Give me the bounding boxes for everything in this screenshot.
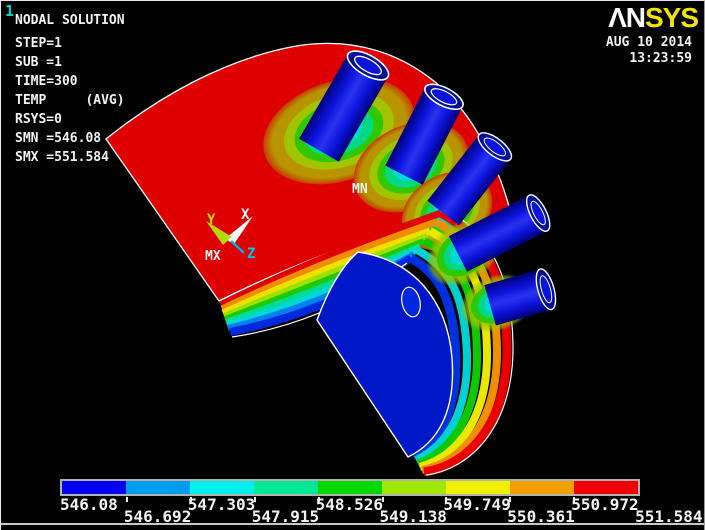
max-temp-marker: MX <box>205 249 221 264</box>
legend-value-6: 549.749 <box>443 495 511 514</box>
info-line-0: NODAL SOLUTION <box>15 13 125 28</box>
legend-segment-3 <box>254 481 318 494</box>
legend-segment-8 <box>574 481 638 494</box>
info-line-6: SMN =546.08 <box>15 131 102 146</box>
min-temp-marker: MN <box>352 182 368 197</box>
contour-plot-viewport[interactable]: X Y Z MX MN <box>1 1 705 476</box>
ansys-logo: ΛNSYS <box>608 2 699 33</box>
legend-segment-5 <box>382 481 446 494</box>
info-line-5: RSYS=0 <box>15 112 62 127</box>
endplate-hole <box>401 286 421 318</box>
legend-tick-7 <box>509 497 512 502</box>
info-line-3: TIME=300 <box>15 74 78 89</box>
legend-value-4: 548.526 <box>315 495 384 514</box>
tube-1 <box>299 50 390 162</box>
triad-origin <box>228 238 232 242</box>
triad-y-arrow <box>206 221 232 245</box>
legend-value-7: 550.361 <box>507 507 575 526</box>
legend-tick-3 <box>253 497 256 502</box>
window-bottom-border <box>1 523 704 525</box>
datetime-stamp: AUG 10 2014 13:23:59 <box>606 35 692 67</box>
triad-x-arrow <box>226 216 253 244</box>
legend-value-0: 546.08 <box>60 495 118 514</box>
legend-tick-2 <box>189 497 192 502</box>
legend-value-5: 549.138 <box>379 507 447 526</box>
legend-tick-6 <box>445 497 448 502</box>
tube-3 <box>427 132 513 226</box>
legend-segment-1 <box>126 481 190 494</box>
legend-tick-8 <box>573 497 576 502</box>
legend-tick-1 <box>125 497 128 502</box>
legend-value-8: 550.972 <box>571 495 639 514</box>
ansys-logo-sys: SYS <box>644 2 699 33</box>
background-gap <box>234 323 410 475</box>
legend-value-2: 547.303 <box>187 495 256 514</box>
legend-value-1: 546.692 <box>123 507 192 526</box>
legend-segment-6 <box>446 481 510 494</box>
legend-value-9: 551.584 <box>635 507 703 526</box>
info-line-7: SMX =551.584 <box>15 150 109 165</box>
temperature-legend-bar <box>60 479 640 496</box>
triad-z-arrow <box>228 238 245 254</box>
ansys-logo-an: ΛN <box>608 2 646 33</box>
legend-segment-0 <box>62 481 126 494</box>
tube-4 <box>448 194 551 272</box>
tube-2 <box>385 83 464 185</box>
triad-y-label: Y <box>207 212 216 228</box>
date-label: AUG 10 2014 <box>605 35 692 50</box>
info-line-2: SUB =1 <box>15 55 62 70</box>
legend-segment-2 <box>190 481 254 494</box>
legend-value-3: 547.915 <box>251 507 320 526</box>
info-line-4: TEMP (AVG) <box>15 93 125 108</box>
legend-tick-4 <box>317 497 320 502</box>
solution-info-panel: NODAL SOLUTION STEP=1 SUB =1 TIME=300 TEMP (… <box>15 11 125 167</box>
tube-5 <box>484 268 557 326</box>
legend-segment-7 <box>510 481 574 494</box>
window-number-label: 1 <box>5 2 15 20</box>
time-label: 13:23:59 <box>629 51 692 66</box>
info-line-1: STEP=1 <box>15 36 62 51</box>
coordinate-triad: X Y Z <box>206 207 255 262</box>
legend-segment-4 <box>318 481 382 494</box>
legend-tick-5 <box>381 497 384 502</box>
triad-x-label: X <box>241 207 250 223</box>
triad-z-label: Z <box>247 246 255 262</box>
